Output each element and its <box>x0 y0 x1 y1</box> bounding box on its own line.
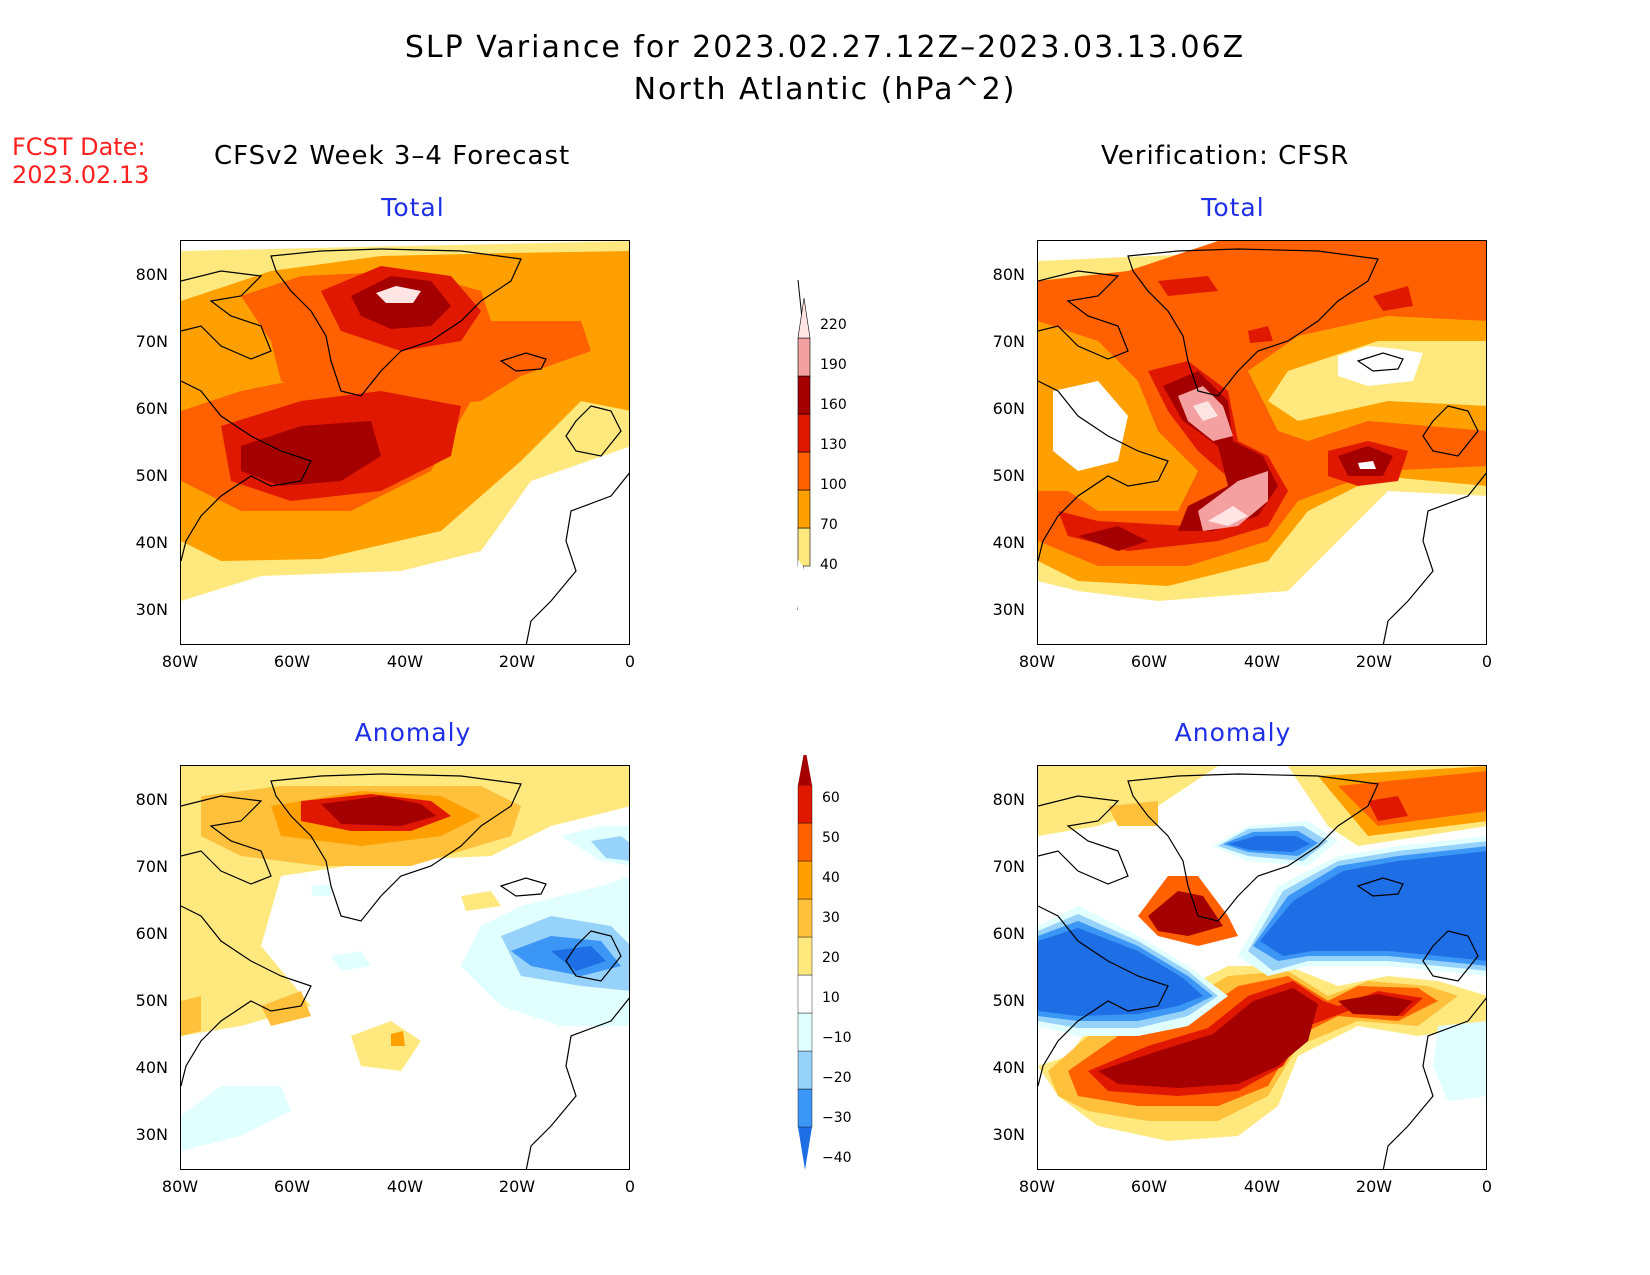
total-colorbar-segment <box>797 451 811 491</box>
lat-label: 40N <box>992 1058 1025 1077</box>
figure-title-line2: North Atlantic (hPa^2) <box>633 72 1017 107</box>
lat-label: 60N <box>135 924 168 943</box>
anomaly-colorbar-segment <box>797 1088 813 1128</box>
lat-label: 80N <box>135 265 168 284</box>
anomaly-colorbar-label: −10 <box>822 1030 852 1046</box>
anomaly-colorbar-segment <box>797 1012 813 1052</box>
forecast-date-value: 2023.02.13 <box>12 161 150 189</box>
anomaly-colorbar-segment <box>797 974 813 1014</box>
anomaly-colorbar-cap <box>798 755 812 785</box>
total-colorbar-label: 100 <box>820 477 847 493</box>
anomaly-colorbar-segment <box>797 898 813 938</box>
lon-label: 80W <box>1018 1177 1056 1196</box>
anomaly-colorbar-label: 10 <box>822 990 840 1006</box>
lat-label: 60N <box>135 399 168 418</box>
lat-label: 30N <box>992 600 1025 619</box>
lon-label: 60W <box>273 652 311 671</box>
forecast-anomaly-title: Anomaly <box>354 718 472 747</box>
anomaly-colorbar <box>797 755 813 1170</box>
forecast-date-label: FCST Date: <box>12 133 146 161</box>
lat-label: 40N <box>992 533 1025 552</box>
lon-label: 20W <box>1355 1177 1393 1196</box>
anomaly-colorbar-segment <box>797 860 813 900</box>
lat-label: 30N <box>992 1125 1025 1144</box>
lat-label: 30N <box>135 1125 168 1144</box>
total-colorbar-label: 70 <box>820 517 838 533</box>
total-colorbar-segment <box>797 337 811 377</box>
lat-label: 40N <box>135 533 168 552</box>
lon-label: 80W <box>161 1177 199 1196</box>
anomaly-colorbar-label: −30 <box>822 1110 852 1126</box>
lat-label: 50N <box>992 991 1025 1010</box>
verification-total-map <box>1037 240 1487 645</box>
lat-label: 80N <box>992 790 1025 809</box>
lon-label: 20W <box>498 1177 536 1196</box>
lon-label: 60W <box>1130 1177 1168 1196</box>
lon-label: 60W <box>1130 652 1168 671</box>
lon-label: 60W <box>273 1177 311 1196</box>
total-colorbar-label: 220 <box>820 317 847 333</box>
lat-label: 70N <box>992 857 1025 876</box>
lat-label: 60N <box>992 924 1025 943</box>
verification-anomaly-field <box>1038 766 1486 1169</box>
lat-label: 50N <box>135 466 168 485</box>
anomaly-colorbar-label: 40 <box>822 870 840 886</box>
verification-column-title: Verification: CFSR <box>1101 141 1350 171</box>
total-colorbar-label: 130 <box>820 437 847 453</box>
anomaly-colorbar-label: 20 <box>822 950 840 966</box>
lat-label: 40N <box>135 1058 168 1077</box>
forecast-total-map <box>180 240 630 645</box>
anomaly-colorbar-label: −40 <box>822 1150 852 1166</box>
lat-label: 70N <box>992 332 1025 351</box>
lon-label: 40W <box>386 1177 424 1196</box>
lon-label: 0 <box>1481 652 1493 671</box>
lat-label: 80N <box>992 265 1025 284</box>
lat-label: 50N <box>135 991 168 1010</box>
lon-label: 40W <box>1243 1177 1281 1196</box>
total-colorbar-label: 190 <box>820 357 847 373</box>
lat-label: 70N <box>135 332 168 351</box>
total-colorbar-label: 40 <box>820 557 838 573</box>
anomaly-colorbar-label: 60 <box>822 790 840 806</box>
forecast-total-field <box>181 241 629 644</box>
lon-label: 0 <box>1481 1177 1493 1196</box>
total-colorbar-segment <box>797 489 811 529</box>
lat-label: 60N <box>992 399 1025 418</box>
anomaly-colorbar-segment <box>797 1050 813 1090</box>
lon-label: 20W <box>498 652 536 671</box>
lon-label: 0 <box>624 652 636 671</box>
verification-total-title: Total <box>1201 193 1265 222</box>
verification-anomaly-map <box>1037 765 1487 1170</box>
lon-label: 80W <box>161 652 199 671</box>
anomaly-colorbar-cap <box>798 1127 812 1170</box>
verification-anomaly-title: Anomaly <box>1174 718 1292 747</box>
lat-label: 70N <box>135 857 168 876</box>
figure-title-line1: SLP Variance for 2023.02.27.12Z–2023.03.… <box>404 30 1246 65</box>
anomaly-colorbar-segment <box>797 822 813 862</box>
forecast-total-title: Total <box>381 193 445 222</box>
anomaly-colorbar-segment <box>797 784 813 824</box>
lon-label: 80W <box>1018 652 1056 671</box>
verification-total-field <box>1038 241 1486 644</box>
lat-label: 30N <box>135 600 168 619</box>
anomaly-colorbar-label: −20 <box>822 1070 852 1086</box>
total-colorbar <box>797 280 811 610</box>
lat-label: 80N <box>135 790 168 809</box>
total-colorbar-segment <box>797 527 811 567</box>
total-colorbar-segment <box>797 375 811 415</box>
total-colorbar-label: 160 <box>820 397 847 413</box>
lon-label: 20W <box>1355 652 1393 671</box>
anomaly-colorbar-label: 50 <box>822 830 840 846</box>
anomaly-colorbar-label: 30 <box>822 910 840 926</box>
lon-label: 0 <box>624 1177 636 1196</box>
anomaly-colorbar-segment <box>797 936 813 976</box>
lon-label: 40W <box>1243 652 1281 671</box>
forecast-anomaly-map <box>180 765 630 1170</box>
forecast-column-title: CFSv2 Week 3–4 Forecast <box>214 141 571 171</box>
lat-label: 50N <box>992 466 1025 485</box>
total-colorbar-segment <box>797 413 811 453</box>
lon-label: 40W <box>386 652 424 671</box>
forecast-anomaly-field <box>181 766 629 1169</box>
total-colorbar-cap <box>797 297 811 339</box>
